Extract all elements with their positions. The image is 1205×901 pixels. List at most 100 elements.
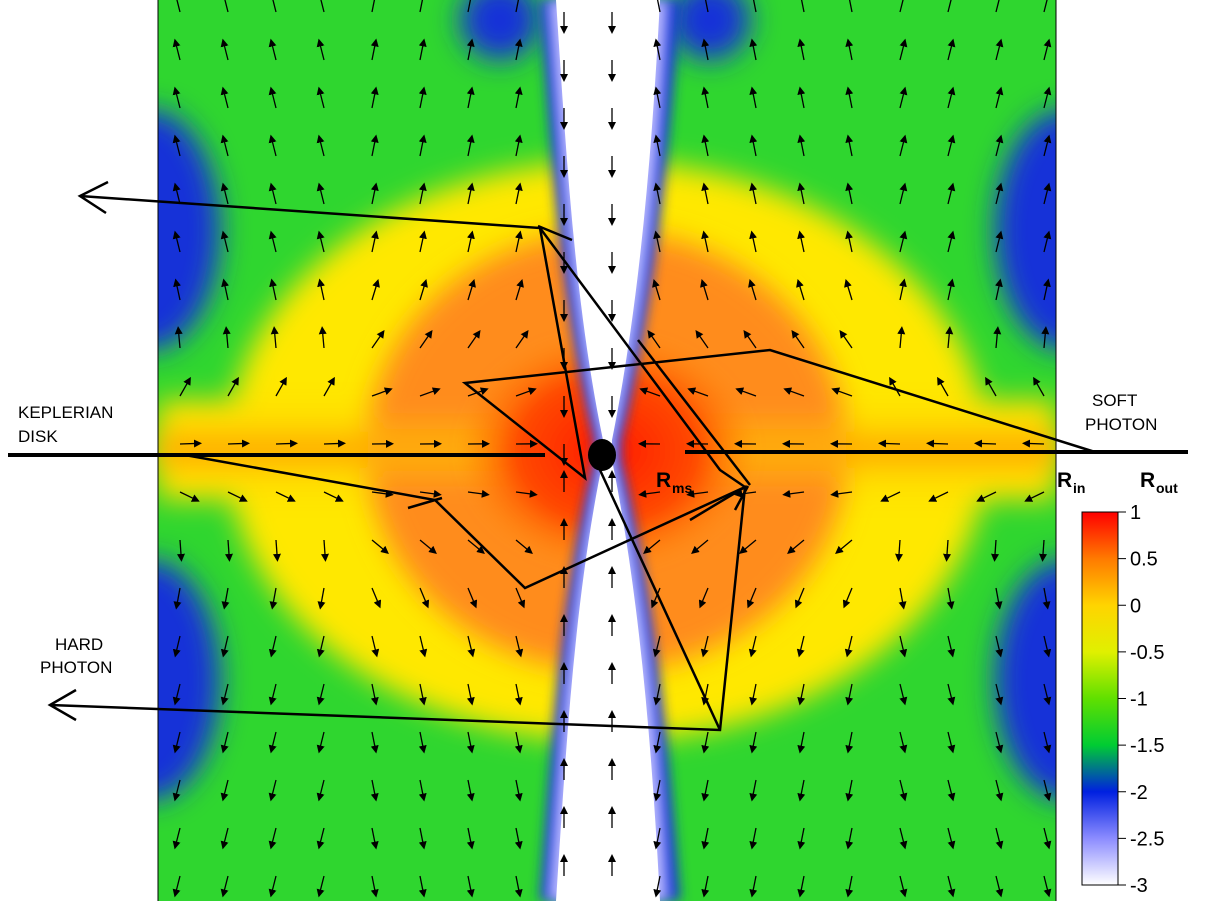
velocity-vector <box>880 491 901 502</box>
velocity-vector <box>643 539 661 554</box>
velocity-vector <box>419 0 424 13</box>
velocity-vector <box>899 182 908 205</box>
velocity-vector <box>316 827 325 850</box>
photon-leg-1 <box>538 227 748 522</box>
velocity-vector <box>974 439 997 448</box>
velocity-vector <box>220 683 229 706</box>
velocity-vector <box>797 230 805 253</box>
velocity-vector <box>947 86 956 109</box>
velocity-vector <box>995 278 1003 301</box>
r-ms-main: R <box>656 469 671 492</box>
soft-photon-path <box>79 194 1096 482</box>
velocity-vector <box>845 134 854 157</box>
velocity-vector <box>268 230 277 253</box>
velocity-vector <box>220 827 229 850</box>
velocity-vector <box>467 489 490 498</box>
velocity-vector <box>371 539 389 554</box>
velocity-vector <box>652 635 661 658</box>
colorbar-tick-label: -3 <box>1130 875 1148 897</box>
velocity-vector <box>419 230 427 253</box>
velocity-vector <box>1039 539 1048 562</box>
velocity-vector <box>514 182 523 205</box>
velocity-vector <box>419 329 433 349</box>
velocity-vector <box>172 683 181 706</box>
velocity-vector <box>227 491 248 502</box>
velocity-vector <box>831 387 853 397</box>
velocity-vector <box>466 683 475 706</box>
velocity-vector <box>701 731 710 754</box>
velocity-vector <box>995 683 1004 706</box>
velocity-vector <box>797 38 806 61</box>
velocity-vector <box>701 230 709 253</box>
velocity-vector <box>830 489 853 498</box>
velocity-vector <box>466 134 475 157</box>
velocity-vector <box>220 38 229 61</box>
velocity-vector <box>845 683 854 706</box>
velocity-vector <box>796 635 805 658</box>
velocity-vector <box>1042 587 1051 610</box>
velocity-vector <box>268 779 277 802</box>
velocity-vector <box>839 329 853 349</box>
velocity-vector <box>221 278 229 301</box>
velocity-vector <box>1043 86 1052 109</box>
velocity-vector <box>172 779 181 802</box>
velocity-vector <box>797 86 806 109</box>
velocity-vector <box>1043 779 1052 802</box>
colorbar-tick-label: 1 <box>1130 502 1141 524</box>
velocity-vector <box>176 0 181 13</box>
velocity-vector <box>268 683 277 706</box>
velocity-vector <box>418 683 427 706</box>
velocity-vector <box>995 779 1004 802</box>
velocity-vector <box>371 635 380 658</box>
velocity-vector <box>466 86 475 109</box>
velocity-vector <box>268 731 277 754</box>
velocity-vector <box>323 439 346 448</box>
velocity-vector <box>848 0 853 13</box>
velocity-vector <box>653 134 662 157</box>
velocity-vector <box>514 683 523 706</box>
velocity-vector <box>272 539 281 562</box>
velocity-vector <box>994 587 1003 610</box>
velocity-vector <box>749 731 758 754</box>
velocity-vector <box>947 683 956 706</box>
velocity-vector <box>268 827 277 850</box>
keplerian-disk-label-line2: DISK <box>18 427 58 446</box>
velocity-vector <box>698 587 709 609</box>
hard-photon-path <box>49 453 747 732</box>
velocity-vector <box>1043 278 1051 301</box>
velocity-vector <box>845 230 853 253</box>
velocity-vector <box>899 875 908 898</box>
velocity-vector <box>845 875 854 898</box>
velocity-vector <box>638 489 661 498</box>
velocity-vector <box>947 875 956 898</box>
velocity-vector <box>985 376 997 397</box>
velocity-vector <box>899 230 908 253</box>
velocity-vector <box>842 587 853 609</box>
velocity-vector <box>323 376 335 397</box>
velocity-vector <box>686 489 709 498</box>
velocity-vector <box>316 38 325 61</box>
velocity-vector <box>515 587 526 609</box>
velocity-vector <box>275 491 296 502</box>
velocity-vector <box>748 278 757 301</box>
velocity-vector <box>172 134 181 157</box>
colorbar-tick-label: 0 <box>1130 595 1141 617</box>
velocity-vector <box>991 539 1000 562</box>
velocity-vector <box>515 278 524 301</box>
r-in-sub: in <box>1073 480 1085 496</box>
velocity-vector <box>782 489 805 498</box>
velocity-vector <box>371 329 385 349</box>
velocity-vector <box>220 182 229 205</box>
velocity-vector <box>947 779 956 802</box>
velocity-vector <box>647 329 661 349</box>
velocity-vector <box>466 38 475 61</box>
velocity-vector <box>899 86 908 109</box>
r-in-main: R <box>1057 469 1072 492</box>
velocity-vector <box>514 875 523 898</box>
velocity-vector <box>943 539 952 562</box>
velocity-vector <box>268 38 277 61</box>
velocity-vector <box>172 875 181 898</box>
velocity-vector <box>371 489 394 498</box>
velocity-vector <box>653 683 662 706</box>
velocity-vector <box>947 278 955 301</box>
